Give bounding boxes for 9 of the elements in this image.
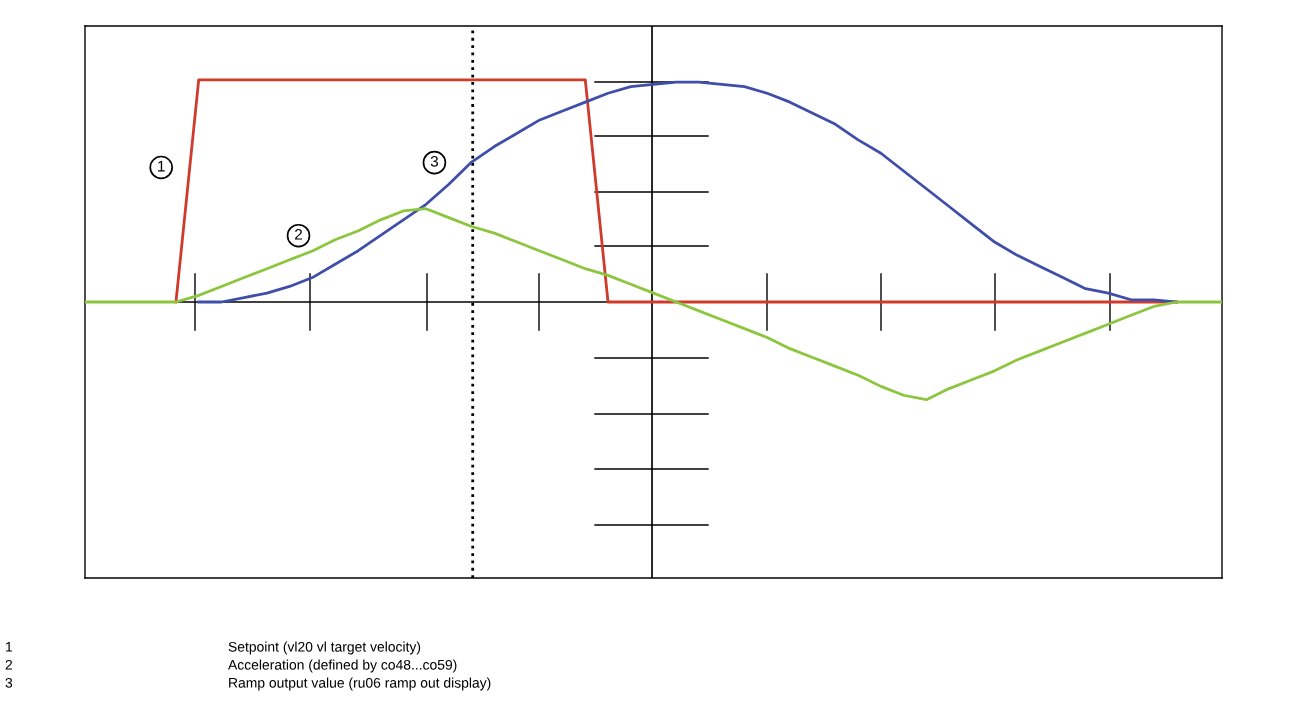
text: Setpoint (vl20 vl target velocity) [228,641,421,655]
text: 3 [5,677,13,688]
series-label: 1 [158,160,165,172]
text: Ramp output value (ru06 ramp out display) [229,677,491,691]
text: Acceleration (defined by co48...co59) [228,659,457,673]
text: 1 [6,642,13,652]
series-label: 3 [430,155,439,167]
text: 2 [5,659,13,670]
series-label: 2 [295,228,302,240]
